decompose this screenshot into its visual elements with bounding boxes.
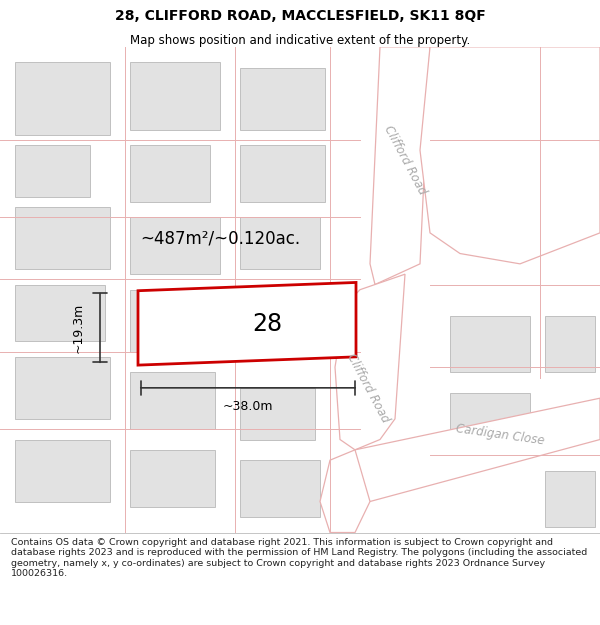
Polygon shape	[335, 274, 405, 450]
Bar	[130, 290, 215, 352]
Text: Contains OS data © Crown copyright and database right 2021. This information is : Contains OS data © Crown copyright and d…	[11, 538, 587, 578]
Text: ~38.0m: ~38.0m	[223, 400, 273, 413]
Bar	[545, 68, 595, 135]
Polygon shape	[420, 47, 600, 264]
Bar	[450, 148, 525, 210]
Bar	[15, 207, 110, 269]
Polygon shape	[320, 450, 370, 532]
Text: Map shows position and indicative extent of the property.: Map shows position and indicative extent…	[130, 34, 470, 47]
Bar	[240, 145, 325, 202]
Polygon shape	[355, 398, 600, 501]
Text: Clifford Road: Clifford Road	[382, 124, 428, 198]
Bar	[545, 471, 595, 528]
Text: 28, CLIFFORD ROAD, MACCLESFIELD, SK11 8QF: 28, CLIFFORD ROAD, MACCLESFIELD, SK11 8Q…	[115, 9, 485, 23]
Bar	[240, 460, 320, 517]
Bar	[130, 217, 220, 274]
Bar	[130, 372, 215, 429]
Bar	[545, 316, 595, 372]
Bar	[240, 217, 320, 269]
Text: Clifford Road: Clifford Road	[344, 351, 392, 424]
Bar	[15, 145, 90, 197]
Bar	[240, 388, 315, 439]
Bar	[15, 62, 110, 135]
Bar	[130, 450, 215, 507]
Bar	[15, 284, 105, 341]
Bar	[15, 439, 110, 501]
Bar	[545, 148, 595, 215]
Bar	[130, 145, 210, 202]
Text: Cardigan Close: Cardigan Close	[455, 422, 545, 447]
Bar	[130, 62, 220, 129]
Bar	[15, 357, 110, 419]
Bar	[450, 68, 530, 135]
Polygon shape	[370, 47, 430, 284]
Polygon shape	[138, 282, 356, 365]
Text: ~19.3m: ~19.3m	[71, 302, 85, 353]
Bar	[240, 68, 325, 129]
Text: 28: 28	[252, 312, 282, 336]
Bar	[450, 316, 530, 372]
Text: ~487m²/~0.120ac.: ~487m²/~0.120ac.	[140, 229, 300, 247]
Bar	[450, 393, 530, 450]
